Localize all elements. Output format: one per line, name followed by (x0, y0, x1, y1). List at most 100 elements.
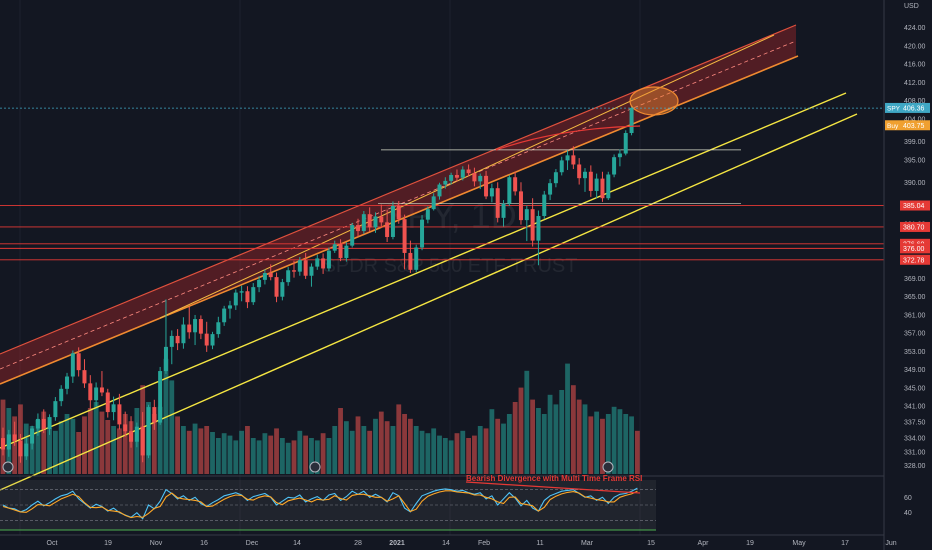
price-tick-label: 337.50 (904, 420, 926, 427)
candle (1, 427, 5, 456)
candle-body (193, 319, 198, 333)
candle-body (245, 291, 250, 303)
volume-bar (437, 435, 442, 474)
level-lines (0, 149, 884, 261)
candle-body (344, 245, 349, 258)
volume-bar (617, 409, 623, 474)
candle-body (286, 270, 291, 283)
candle (88, 375, 93, 409)
price-axis[interactable]: USD 424.00 420.00 416.00 412.00 408.00 404.00… (883, 0, 930, 550)
price-tick-label: 357.00 (904, 331, 926, 338)
candle-body (134, 426, 139, 442)
volume-bar (373, 418, 378, 474)
candle-body (565, 155, 570, 161)
candle (321, 253, 326, 274)
candle (47, 414, 52, 435)
candle-body (198, 319, 203, 334)
volume-bar (151, 414, 157, 474)
candle-body (12, 434, 17, 441)
volume-bar (204, 426, 210, 474)
candle (472, 167, 477, 187)
candle (129, 416, 134, 448)
time-axis[interactable]: Oct 19 Nov 16 Dec 14 28 2021 14 Feb 11 Mar 15 Apr 19 Ma… (0, 534, 897, 547)
price-tick-label: 349.00 (904, 367, 926, 374)
price-tick-label: 369.00 (904, 276, 926, 283)
price-tag: 385.04 (900, 200, 930, 211)
candle (612, 154, 617, 178)
candle-body (233, 292, 238, 306)
volume-bar (41, 411, 47, 474)
price-tag-value-bg (900, 221, 930, 232)
volume-bar (338, 408, 343, 474)
volume-bar (111, 426, 116, 474)
candle-body (356, 225, 361, 232)
candle (309, 263, 314, 287)
candle-body (47, 417, 52, 429)
candle (536, 210, 541, 266)
candle (315, 254, 320, 270)
candle-body (321, 258, 326, 269)
volume-bar (506, 414, 512, 474)
candle-body (18, 440, 23, 457)
volume-bar (559, 390, 565, 474)
candle (583, 168, 587, 192)
candle (12, 421, 17, 446)
price-tag-label-bg (885, 120, 900, 131)
price-tag: Buy 403.75 (885, 120, 930, 131)
price-tag-value-bg (900, 120, 930, 131)
candle-body (443, 180, 448, 185)
candle-body (315, 258, 320, 267)
candle (350, 222, 355, 248)
candle (123, 411, 128, 437)
event-marker[interactable] (2, 461, 14, 473)
candle (530, 198, 535, 247)
support-line-upper (0, 92, 847, 449)
volume-bar (489, 409, 495, 474)
candle (140, 412, 145, 463)
candle-body (332, 244, 337, 251)
candle-body (262, 273, 267, 280)
price-tag-value: 406.36 (903, 105, 925, 112)
candle-body (367, 214, 372, 228)
candle (617, 149, 622, 167)
price-tick-label: 331.00 (904, 449, 926, 456)
candle (425, 206, 430, 224)
candle-body (88, 383, 93, 401)
volume-bar (117, 428, 122, 474)
volume-bar (419, 430, 425, 474)
volume-bar (210, 432, 215, 474)
volume-bar (268, 435, 274, 474)
candle (280, 278, 285, 301)
volume-bar (594, 411, 600, 474)
volume-bar (326, 438, 332, 474)
candle-body (484, 175, 489, 197)
volume-bar (524, 370, 530, 474)
rsi-annotation: Bearish Divergence with Multi Time Frame… (466, 474, 642, 483)
price-axis-unit: USD (904, 3, 919, 10)
candle-body (390, 205, 395, 237)
volume-bar (477, 426, 483, 474)
candle (187, 306, 192, 339)
volume-bar (70, 418, 76, 474)
candle-body (617, 153, 622, 158)
volume-bar (541, 414, 547, 474)
volume-bar (396, 404, 402, 474)
candle-body (623, 133, 628, 154)
candle-body (396, 205, 401, 220)
event-marker[interactable] (309, 461, 321, 473)
event-marker[interactable] (602, 461, 614, 473)
candle (286, 267, 291, 286)
candle (152, 399, 157, 430)
volume-bar (378, 411, 384, 474)
time-tick-label: Dec (246, 540, 259, 547)
candle (94, 382, 99, 407)
volume-bar (408, 418, 413, 474)
time-tick-label: Jun (885, 540, 896, 547)
candle (518, 182, 523, 225)
candle (216, 316, 221, 338)
candle-body (274, 277, 279, 297)
candle-body (402, 219, 407, 253)
candle-body (251, 287, 256, 303)
event-markers[interactable] (2, 461, 614, 473)
